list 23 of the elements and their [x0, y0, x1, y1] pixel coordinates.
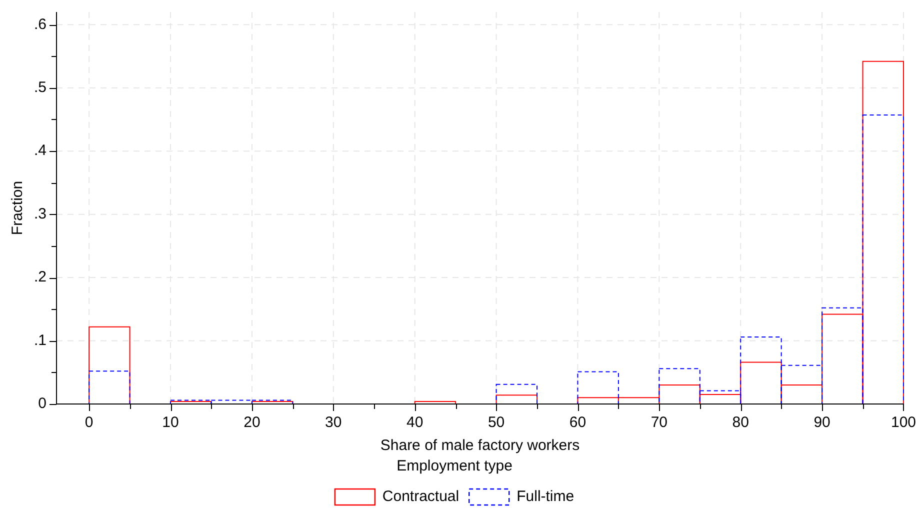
x-tick-label: 10: [162, 414, 179, 432]
y-tick-label: .2: [34, 268, 47, 286]
x-tick-label: 50: [488, 414, 505, 432]
legend-label: Contractual: [382, 488, 460, 506]
x-tick-label: 60: [569, 414, 586, 432]
x-tick-label: 80: [732, 414, 749, 432]
x-axis-title: Share of male factory workers: [380, 437, 580, 454]
legend-title: Employment type: [396, 458, 512, 475]
x-tick-label: 0: [84, 414, 94, 432]
x-tick-label: 40: [406, 414, 424, 432]
x-tick-label: 100: [890, 414, 916, 432]
x-tick-label: 30: [325, 414, 342, 432]
x-tick-label: 70: [650, 414, 668, 432]
y-axis-title: Fraction: [9, 180, 26, 236]
legend-label: Full-time: [516, 488, 574, 506]
y-tick-label: .3: [34, 205, 47, 222]
y-tick-label: .6: [34, 16, 47, 33]
x-tick-label: 20: [244, 414, 260, 432]
y-tick-label: .4: [34, 142, 47, 160]
y-tick-label: .5: [34, 79, 47, 96]
y-tick-label: .1: [34, 332, 47, 349]
y-tick-label: 0: [38, 395, 47, 412]
x-tick-label: 90: [814, 414, 830, 432]
